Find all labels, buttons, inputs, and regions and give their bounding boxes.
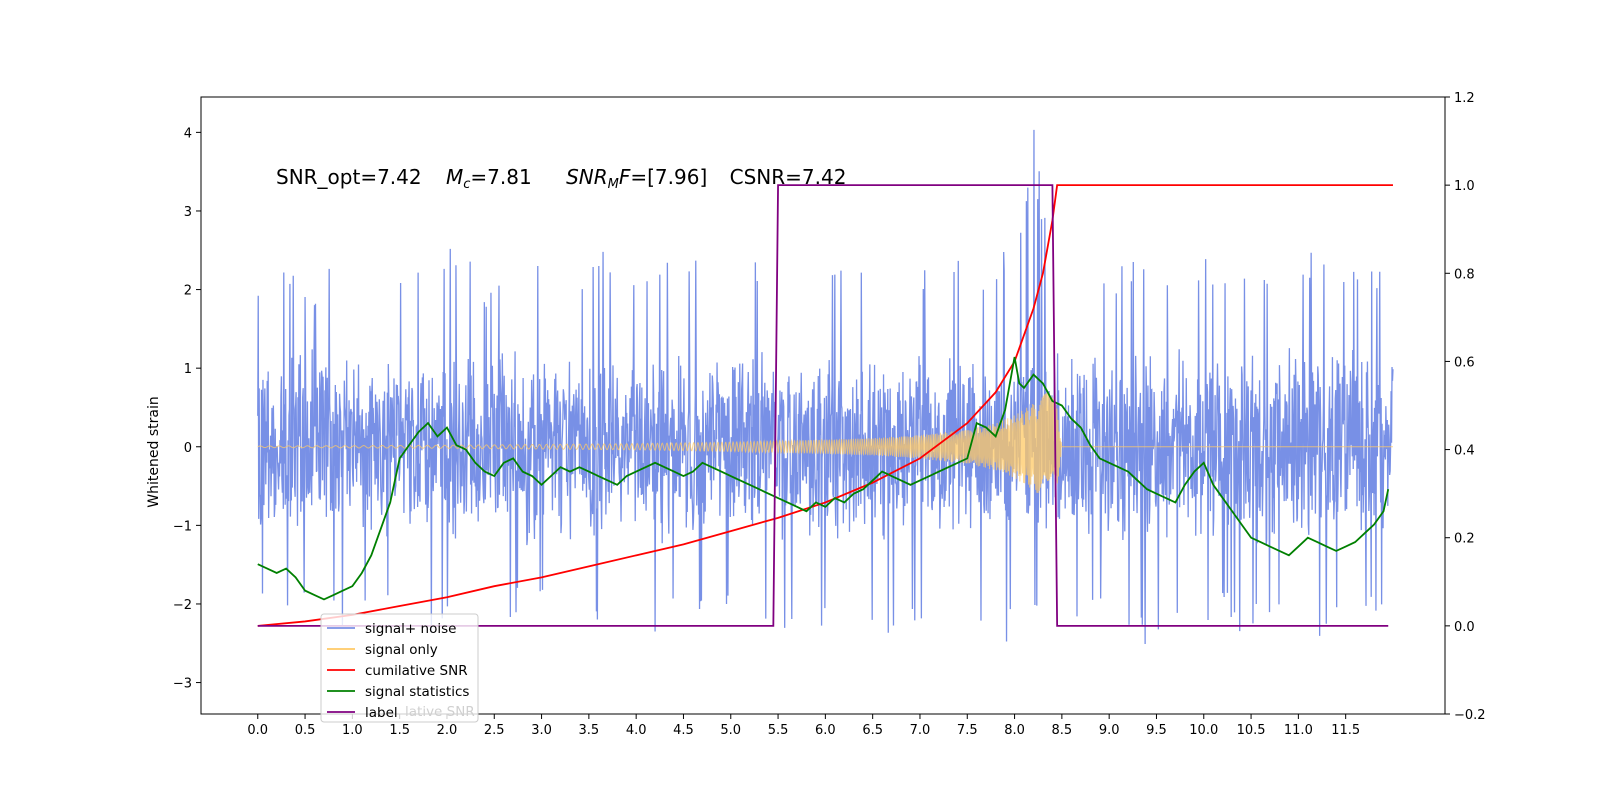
legend-label: signal statistics bbox=[365, 684, 469, 700]
x-tick-label: 5.0 bbox=[720, 723, 741, 738]
y-left-tick-label: 0 bbox=[184, 441, 192, 456]
x-tick-label: 3.0 bbox=[531, 723, 552, 738]
y-left-tick-label: 1 bbox=[184, 362, 192, 377]
y-right-tick-label: 0.0 bbox=[1454, 620, 1475, 635]
x-tick-label: 10.0 bbox=[1189, 723, 1218, 738]
x-tick-label: 1.0 bbox=[342, 723, 363, 738]
y-left-tick-label: 2 bbox=[184, 284, 192, 299]
signal-only-line bbox=[257, 392, 1393, 493]
legend-label: cumilative SNR bbox=[365, 663, 468, 679]
snrmf-subscript: M bbox=[608, 177, 619, 192]
x-tick-label: 1.5 bbox=[389, 723, 410, 738]
y-axis-label: Whitened strain bbox=[146, 396, 162, 507]
y-right-tick-label: 0.8 bbox=[1454, 267, 1475, 282]
legend-label: label bbox=[365, 705, 398, 721]
y-left-tick-label: −2 bbox=[173, 598, 192, 613]
y-right-tick-label: −0.2 bbox=[1454, 708, 1486, 723]
snr-annotation: SNR_opt=7.42 Mc=7.81 SNRMF=[7.96] CSNR=7… bbox=[276, 165, 846, 192]
x-tick-label: 9.0 bbox=[1099, 723, 1120, 738]
signal-noise-line bbox=[257, 129, 1394, 645]
x-tick-label: 0.5 bbox=[295, 723, 316, 738]
x-tick-label: 6.0 bbox=[815, 723, 836, 738]
x-tick-label: 10.5 bbox=[1237, 723, 1266, 738]
x-tick-label: 6.5 bbox=[862, 723, 883, 738]
y-left-tick-label: −1 bbox=[173, 519, 192, 534]
y-right-tick-label: 1.0 bbox=[1454, 179, 1475, 194]
y-right-tick-label: 1.2 bbox=[1454, 91, 1475, 106]
snr-opt-text: SNR_opt=7.42 bbox=[276, 165, 422, 189]
y-right-tick-label: 0.4 bbox=[1454, 444, 1475, 459]
plot-area bbox=[257, 129, 1394, 645]
x-tick-label: 4.0 bbox=[626, 723, 647, 738]
legend-ghost-text: lative SNR bbox=[405, 704, 475, 720]
csnr-text: CSNR=7.42 bbox=[730, 165, 847, 189]
y-left-tick-label: 3 bbox=[184, 205, 192, 220]
x-tick-label: 7.5 bbox=[957, 723, 978, 738]
series-group bbox=[257, 129, 1394, 645]
y-right-tick-label: 0.2 bbox=[1454, 532, 1475, 547]
snrmf-symbol: SNR bbox=[566, 165, 608, 189]
signal-statistics-line bbox=[257, 356, 1390, 601]
x-tick-label: 7.0 bbox=[910, 723, 931, 738]
y-right-tick-label: 0.6 bbox=[1454, 355, 1475, 370]
axes: 0.0 0.5 1.0 1.5 2.0 2.5 3.0 3.5 4.0 4.5 5.0 5.5 6.0 6… bbox=[173, 91, 1486, 738]
mc-subscript: c bbox=[463, 177, 470, 192]
y-left-tick-label: −3 bbox=[173, 677, 192, 692]
x-tick-label: 11.0 bbox=[1284, 723, 1313, 738]
snrmf-value: =[7.96] bbox=[630, 165, 707, 189]
x-tick-label: 4.5 bbox=[673, 723, 694, 738]
snrmf-f: F bbox=[619, 165, 631, 189]
x-tick-label: 11.5 bbox=[1331, 723, 1360, 738]
legend-label: signal+ noise bbox=[365, 621, 456, 637]
x-tick-label: 5.5 bbox=[768, 723, 789, 738]
legend-box bbox=[320, 613, 479, 723]
mc-value: =7.81 bbox=[470, 165, 531, 189]
x-tick-label: 8.5 bbox=[1052, 723, 1073, 738]
label-line bbox=[257, 184, 1389, 627]
y-left-tick-label: 4 bbox=[184, 126, 192, 141]
x-tick-label: 3.5 bbox=[579, 723, 600, 738]
x-tick-label: 9.5 bbox=[1146, 723, 1167, 738]
x-tick-label: 8.0 bbox=[1004, 723, 1025, 738]
legend-label: signal only bbox=[365, 642, 438, 658]
legend: lative SNR signal+ noise signal only cumila… bbox=[320, 613, 479, 723]
cumilative-snr-line bbox=[257, 184, 1393, 627]
mc-symbol: M bbox=[446, 165, 463, 189]
x-tick-label: 2.0 bbox=[437, 723, 458, 738]
x-tick-label: 0.0 bbox=[247, 723, 268, 738]
axes-frame bbox=[200, 96, 1446, 715]
x-tick-label: 2.5 bbox=[484, 723, 505, 738]
